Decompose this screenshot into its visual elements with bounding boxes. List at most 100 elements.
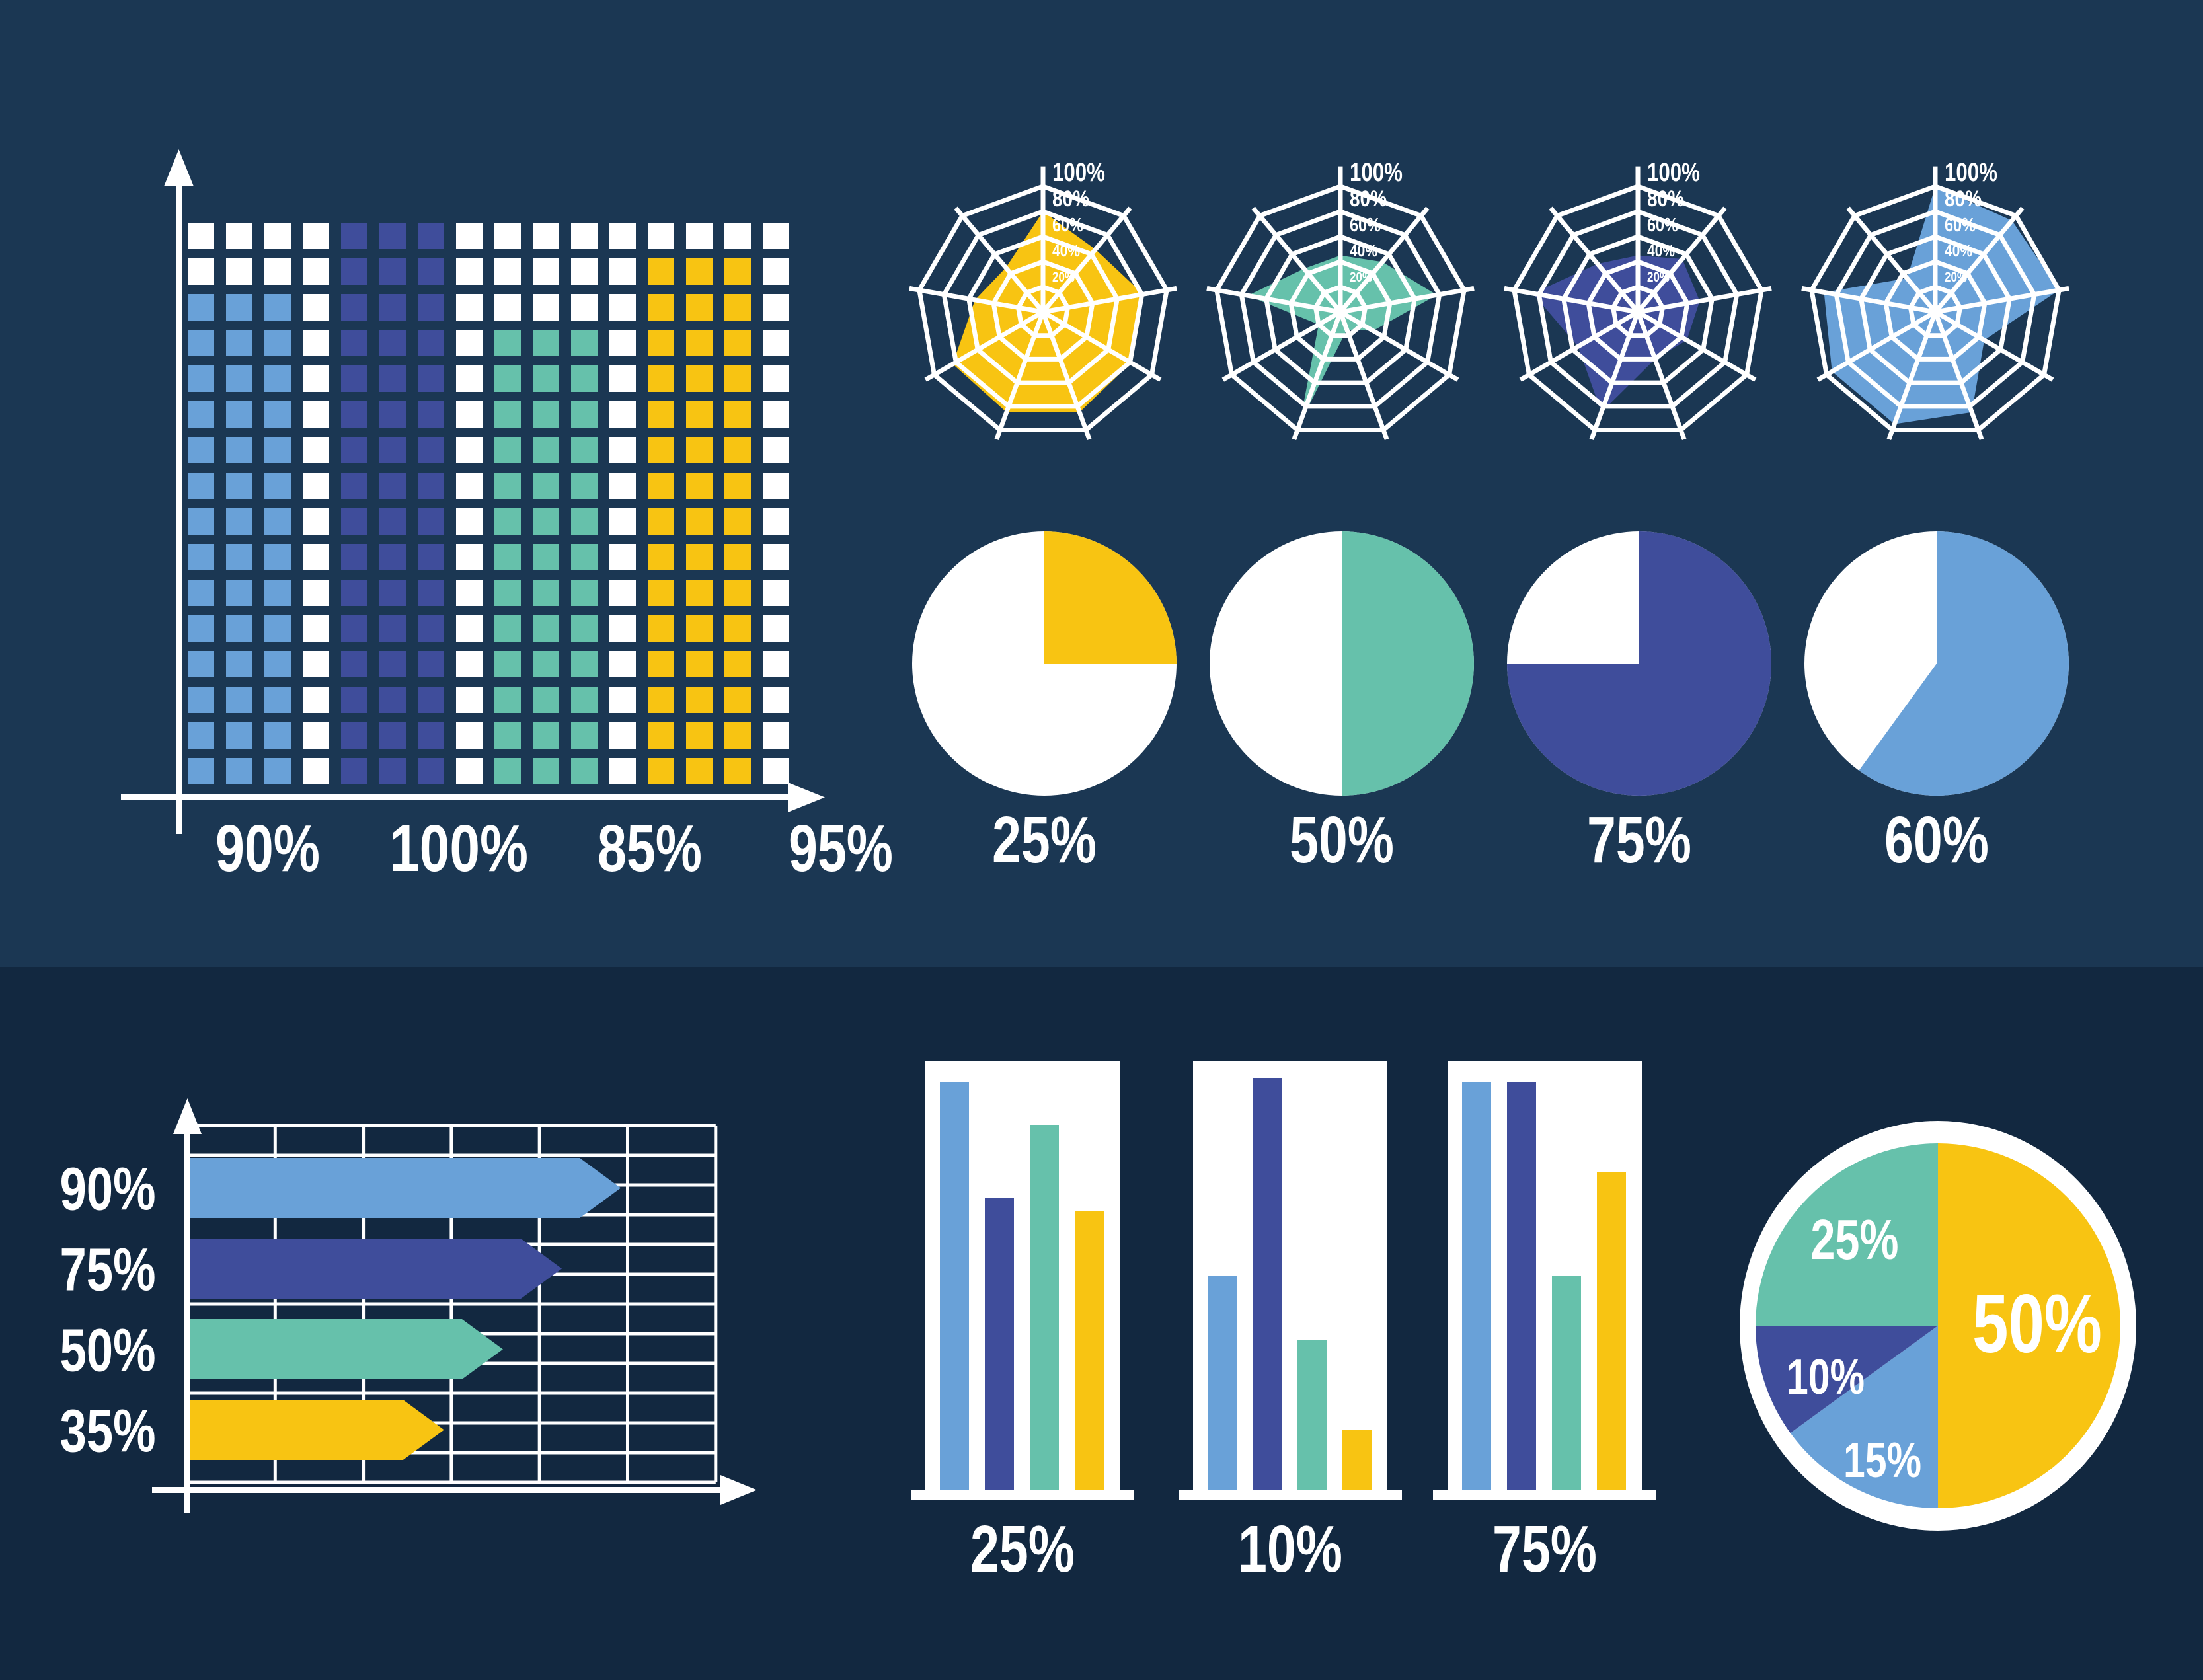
matrix-cell-empty (609, 508, 636, 535)
matrix-cell-empty (763, 758, 789, 784)
matrix-cell (686, 687, 713, 713)
matrix-cell (264, 330, 291, 356)
matrix-cell (533, 687, 559, 713)
matrix-cell-empty (188, 223, 214, 249)
matrix-cell-empty (456, 580, 483, 606)
matrix-cell-empty (264, 223, 291, 249)
matrix-cell-empty (763, 473, 789, 499)
pie-percent-label: 50% (1290, 803, 1394, 877)
mini-bar (1253, 1078, 1282, 1490)
matrix-cell (226, 580, 252, 606)
x-axis-arrow-icon (788, 783, 825, 812)
matrix-cell (494, 651, 521, 677)
matrix-cell (379, 651, 406, 677)
pie-chart: 50% (1210, 531, 1474, 877)
matrix-cell-empty (494, 223, 521, 249)
radar-spoke (1042, 309, 1162, 382)
matrix-cell (724, 758, 751, 784)
pie-slice (1756, 1143, 1938, 1326)
matrix-cell (533, 722, 559, 749)
radar-ring (1313, 284, 1368, 338)
matrix-cell-empty (456, 473, 483, 499)
matrix-cell (188, 687, 214, 713)
matrix-cell (724, 258, 751, 285)
matrix-cell (648, 615, 674, 642)
matrix-cell-empty (763, 651, 789, 677)
mini-chart-percent-label: 10% (1238, 1512, 1342, 1586)
matrix-cell (533, 473, 559, 499)
matrix-cell-empty (226, 223, 252, 249)
radar-tick-label: 40% (1647, 241, 1675, 260)
matrix-cell (724, 294, 751, 321)
matrix-cell (571, 330, 598, 356)
matrix-cell (648, 722, 674, 749)
matrix-cell (379, 258, 406, 285)
radar-tick-label: 60% (1052, 215, 1083, 236)
matrix-cell (188, 437, 214, 463)
matrix-cell (648, 758, 674, 784)
pie-percent-label: 25% (992, 803, 1097, 877)
pie-slice-label: 50% (1972, 1278, 2102, 1370)
matrix-cell (571, 651, 598, 677)
matrix-cell-empty (763, 615, 789, 642)
matrix-cell-empty (763, 508, 789, 535)
matrix-cell (379, 473, 406, 499)
matrix-cell-empty (763, 722, 789, 749)
matrix-cell (188, 330, 214, 356)
radar-tick-label: 20% (1945, 270, 1967, 285)
matrix-cell-empty (303, 223, 329, 249)
matrix-cell-empty (571, 258, 598, 285)
matrix-cell-empty (763, 223, 789, 249)
matrix-cell (418, 258, 444, 285)
matrix-cell (226, 544, 252, 570)
pie-slice (1342, 531, 1474, 796)
radar-ring (1239, 209, 1442, 409)
matrix-cell (264, 615, 291, 642)
matrix-cell (686, 651, 713, 677)
matrix-cell (571, 473, 598, 499)
matrix-cell-empty (456, 758, 483, 784)
matrix-cell (341, 437, 367, 463)
matrix-cell-empty (686, 223, 713, 249)
matrix-cell (418, 437, 444, 463)
radar-tick-label: 20% (1647, 270, 1670, 285)
radar-spoke (1519, 309, 1639, 382)
radar-spoke (1206, 286, 1341, 315)
matrix-cell (533, 437, 559, 463)
matrix-cell-empty (763, 401, 789, 428)
pie-slice-label: 15% (1843, 1432, 1921, 1488)
pie-slice-label: 25% (1811, 1209, 1899, 1272)
matrix-cell (341, 330, 367, 356)
matrix-cell-empty (456, 544, 483, 570)
radar-tick-label: 40% (1052, 241, 1080, 260)
mini-bar-chart: 10% (1179, 1061, 1402, 1586)
matrix-cell-empty (456, 687, 483, 713)
matrix-cell (341, 223, 367, 249)
matrix-cell-empty (609, 615, 636, 642)
matrix-cell (686, 544, 713, 570)
mini-bar (1297, 1340, 1327, 1490)
matrix-cell-empty (303, 294, 329, 321)
matrix-cell-empty (303, 330, 329, 356)
radar-spoke (954, 206, 1045, 314)
matrix-cell (264, 758, 291, 784)
matrix-cell (341, 294, 367, 321)
radar-tick-label: 80% (1647, 186, 1684, 211)
matrix-cell-empty (763, 365, 789, 392)
matrix-cell-empty (456, 401, 483, 428)
matrix-cell (686, 437, 713, 463)
mini-bar-chart: 75% (1433, 1061, 1656, 1586)
matrix-cell (494, 401, 521, 428)
matrix-cell (379, 223, 406, 249)
pie-chart: 60% (1804, 531, 2069, 877)
matrix-cell (724, 544, 751, 570)
matrix-cell (418, 580, 444, 606)
radar-tick-label: 80% (1945, 186, 1982, 211)
matrix-cell (341, 508, 367, 535)
matrix-cell-empty (456, 294, 483, 321)
matrix-cell (418, 722, 444, 749)
radar-ring (1015, 284, 1071, 338)
radar-spoke (994, 311, 1046, 441)
matrix-cell-empty (456, 365, 483, 392)
matrix-cell (379, 294, 406, 321)
